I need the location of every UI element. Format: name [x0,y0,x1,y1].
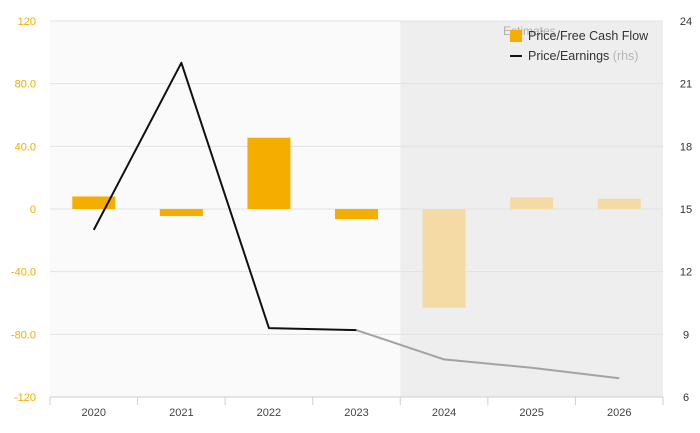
right-tick-label: 24 [680,16,692,28]
bar [510,197,554,209]
left-tick-label: 80.0 [15,79,36,91]
right-tick-label: 12 [680,267,692,279]
x-tick-label: 2022 [257,407,281,419]
left-tick-label: -120 [14,392,36,404]
right-tick-label: 6 [683,392,689,404]
legend-swatch-price-fcf [510,30,522,42]
right-tick-label: 18 [680,141,692,153]
legend-item-price-fcf[interactable]: Price/Free Cash Flow [510,26,648,46]
right-tick-label: 15 [680,204,692,216]
x-tick-label: 2023 [344,407,368,419]
legend-label-price-fcf: Price/Free Cash Flow [528,29,649,43]
x-tick-label: 2024 [432,407,456,419]
right-tick-label: 9 [683,329,689,341]
right-tick-label: 21 [680,79,692,91]
legend-label-price-earnings: Price/Earnings [528,49,610,63]
line-series-estimate [356,329,620,380]
bar [72,196,116,209]
bar [159,209,203,217]
left-tick-label: -80.0 [11,329,36,341]
x-tick-label: 2025 [519,407,543,419]
line-series-actual [92,61,357,332]
left-tick-label: -40.0 [11,267,36,279]
legend-swatch-price-earnings [510,55,522,57]
left-tick-label: 40.0 [15,141,36,153]
x-tick-label: 2020 [82,407,106,419]
x-tick-label: 2026 [607,407,631,419]
x-tick-label: 2021 [169,407,193,419]
left-tick-label: 120 [18,16,36,28]
bar [335,209,378,220]
legend-item-price-earnings[interactable]: Price/Earnings (rhs) [510,46,648,66]
legend-label-rhs: (rhs) [612,49,639,63]
legend: Price/Free Cash Flow Price/Earnings (rhs… [510,26,648,66]
left-tick-label: 0 [30,204,36,216]
bar [422,209,466,308]
bar [597,198,641,209]
bar [247,137,291,209]
